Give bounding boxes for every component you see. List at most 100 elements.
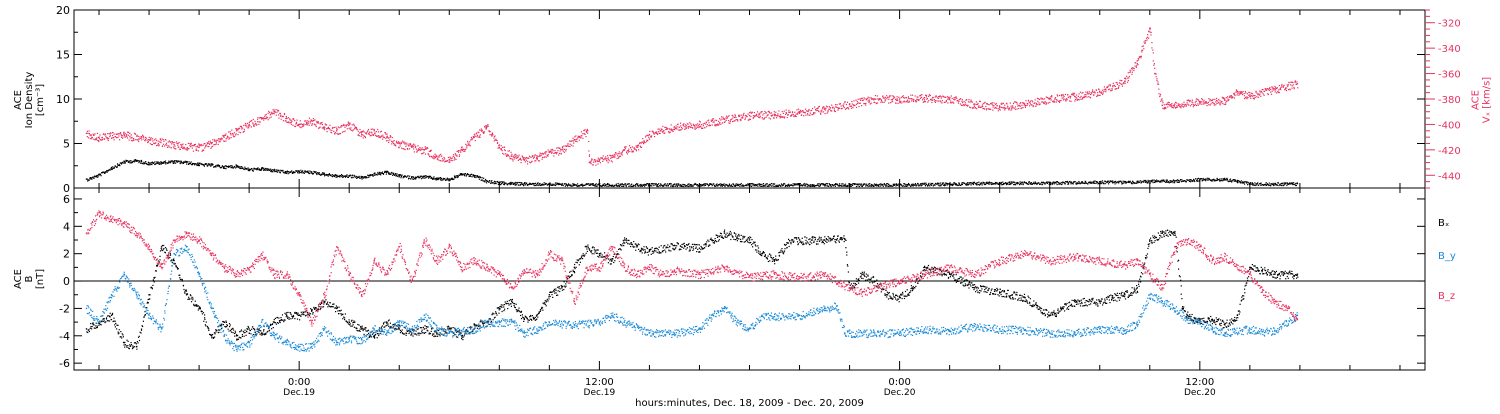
density-series-point	[1100, 181, 1101, 182]
density-series-point	[830, 184, 831, 185]
density-series-point	[236, 165, 237, 166]
vx-series-point	[296, 122, 297, 123]
density-series-point	[471, 174, 472, 175]
density-series-point	[908, 183, 909, 184]
vx-series-point	[991, 103, 992, 104]
density-series-point	[788, 184, 789, 185]
vx-series-point	[1136, 67, 1137, 68]
density-series-point	[122, 162, 123, 163]
vx-series-point	[245, 123, 246, 124]
density-series-point	[1031, 184, 1032, 185]
vx-series-point	[1000, 109, 1001, 110]
vx-series-point	[1142, 46, 1143, 47]
vx-series-point	[725, 121, 726, 122]
vx-series-point	[1020, 102, 1021, 103]
vx-series-point	[239, 128, 240, 129]
vx-series-point	[846, 104, 847, 105]
density-series-point	[839, 183, 840, 184]
density-series-point	[852, 183, 853, 184]
vx-series-point	[108, 138, 109, 139]
vx-series-point	[1092, 89, 1093, 90]
density-series-point	[101, 175, 102, 176]
vx-series-point	[726, 120, 727, 121]
density-series-point	[868, 186, 869, 187]
vx-series-point	[274, 113, 275, 114]
vx-series-point	[405, 149, 406, 150]
vx-series-point	[534, 157, 535, 158]
vx-series-point	[614, 157, 615, 158]
vx-series-point	[1091, 93, 1092, 94]
density-series-point	[1261, 183, 1262, 184]
vx-series-point	[171, 147, 172, 148]
vx-series-point	[438, 157, 439, 158]
vx-series-point	[212, 146, 213, 147]
vx-series-point	[142, 135, 143, 136]
vx-series-point	[935, 102, 936, 103]
vx-series-point	[591, 163, 592, 164]
vx-series-point	[840, 103, 841, 104]
vx-series-point	[823, 111, 824, 112]
vx-series-point	[413, 144, 414, 145]
vx-series-point	[1036, 103, 1037, 104]
vx-series-point	[892, 101, 893, 102]
vx-series-point	[93, 139, 94, 140]
density-series-point	[1132, 183, 1133, 184]
vx-series-point	[807, 113, 808, 114]
vx-series-point	[268, 111, 269, 112]
vx-series-point	[573, 140, 574, 141]
vx-series-point	[681, 129, 682, 130]
vx-series-point	[881, 99, 882, 100]
vx-series-point	[1110, 84, 1111, 85]
vx-series-point	[993, 107, 994, 108]
density-series-point	[883, 186, 884, 187]
vx-series-point	[359, 129, 360, 130]
vx-series-point	[376, 131, 377, 132]
vx-series-point	[748, 114, 749, 115]
vx-series-point	[386, 133, 387, 134]
density-series-point	[899, 186, 900, 187]
vx-series-point	[858, 99, 859, 100]
vx-series-point	[490, 131, 491, 132]
vx-series-point	[141, 139, 142, 140]
vx-series-point	[1084, 94, 1085, 95]
vx-series-point	[720, 119, 721, 120]
density-series-point	[763, 183, 764, 184]
vx-series-point	[398, 141, 399, 142]
vx-series-point	[1035, 99, 1036, 100]
vx-series-point	[943, 96, 944, 97]
vx-series-point	[1025, 107, 1026, 108]
vx-series-point	[1060, 100, 1061, 101]
density-series-point	[1172, 181, 1173, 182]
vx-series-point	[1130, 70, 1131, 71]
density-series-point	[1269, 183, 1270, 184]
vx-series-point	[530, 162, 531, 163]
vx-series-point	[965, 102, 966, 103]
vx-series-point	[1051, 95, 1052, 96]
density-series-point	[827, 183, 828, 184]
vx-series-point	[985, 106, 986, 107]
vx-series-point	[1090, 97, 1091, 98]
density-series-point	[154, 161, 155, 162]
density-series-point	[163, 163, 164, 164]
density-series-point	[732, 186, 733, 187]
vx-series-point	[527, 161, 528, 162]
vx-series-point	[120, 132, 121, 133]
vx-series-point	[713, 118, 714, 119]
vx-series-point	[835, 111, 836, 112]
vx-series-point	[658, 129, 659, 130]
density-series-point	[254, 168, 255, 169]
density-series-point	[139, 161, 140, 162]
density-series-point	[232, 166, 233, 167]
vx-series-point	[419, 147, 420, 148]
vx-series-point	[1057, 95, 1058, 96]
density-series-point	[521, 182, 522, 183]
density-series-point	[206, 163, 207, 164]
vx-series-point	[996, 108, 997, 109]
density-series-point	[188, 161, 189, 162]
density-series-point	[316, 174, 317, 175]
vx-series-point	[1096, 90, 1097, 91]
density-series-point	[1297, 183, 1298, 184]
vx-series-point	[138, 136, 139, 137]
density-series-point	[940, 183, 941, 184]
